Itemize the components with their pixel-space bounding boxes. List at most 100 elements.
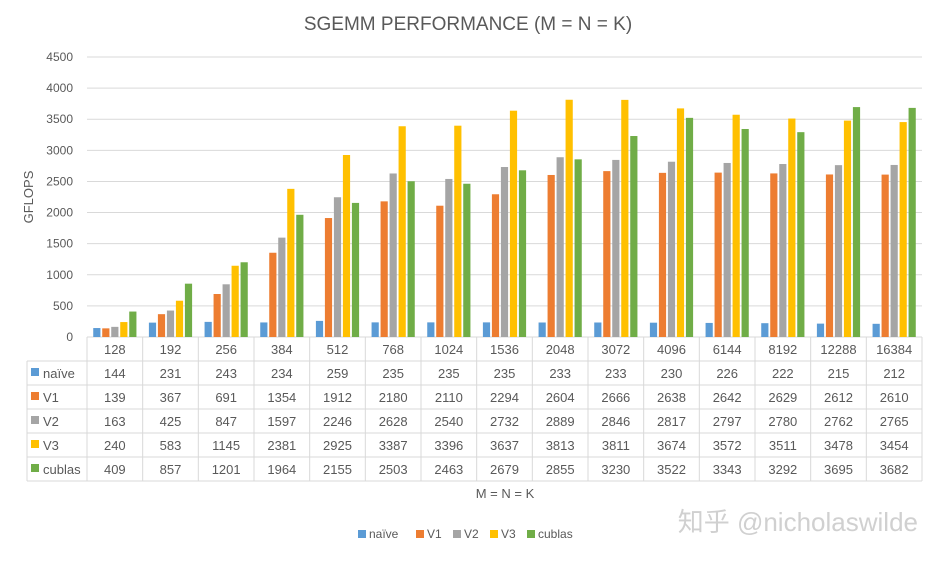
bar-v1 [102, 328, 110, 337]
x-tick-label: 8192 [768, 342, 797, 357]
bar-v2 [779, 164, 787, 337]
table-cell: 3811 [602, 438, 630, 453]
bar-nave [816, 323, 825, 337]
table-cell: 3674 [657, 438, 686, 453]
bar-cublas [407, 181, 415, 337]
table-cell: 2294 [490, 390, 519, 405]
y-tick-label: 4000 [46, 81, 73, 95]
bar-cublas [797, 132, 805, 337]
bar-v2 [890, 164, 898, 337]
bar-v3 [676, 108, 685, 337]
table-cell: 2604 [546, 390, 575, 405]
bar-v1 [714, 172, 722, 337]
table-cell: 2762 [824, 414, 853, 429]
bar-cublas [351, 202, 360, 337]
table-cell: 3396 [434, 438, 463, 453]
bar-cublas [129, 311, 137, 337]
table-cell: 857 [160, 462, 182, 477]
x-tick-label: 128 [104, 342, 126, 357]
table-cell: 215 [828, 366, 850, 381]
bar-v1 [658, 172, 667, 337]
table-row-label: V3 [43, 438, 59, 453]
bar-nave [761, 323, 769, 337]
bar-nave [148, 322, 157, 337]
table-cell: 1201 [212, 462, 241, 477]
table-cell: 2155 [323, 462, 352, 477]
table-cell: 2381 [267, 438, 296, 453]
legend-key [358, 530, 366, 538]
table-cell: 583 [160, 438, 182, 453]
bar-nave [482, 322, 491, 337]
bar-v2 [111, 326, 119, 337]
bar-v2 [612, 159, 620, 337]
bar-v3 [120, 322, 128, 337]
table-cell: 234 [271, 366, 293, 381]
table-cell: 2629 [768, 390, 797, 405]
table-cell: 2780 [768, 414, 797, 429]
bar-v1 [603, 171, 611, 337]
bar-nave [872, 323, 880, 337]
x-tick-label: 3072 [601, 342, 630, 357]
table-cell: 235 [382, 366, 404, 381]
table-cell: 1597 [267, 414, 296, 429]
table-cell: 230 [661, 366, 683, 381]
y-tick-label: 4500 [46, 50, 73, 64]
bar-v3 [398, 126, 406, 338]
y-tick-label: 500 [53, 299, 73, 313]
bar-cublas [463, 183, 471, 337]
bar-v1 [324, 218, 333, 337]
bar-v3 [231, 265, 239, 337]
table-legend-key [31, 368, 39, 376]
table-cell: 2765 [880, 414, 909, 429]
bar-cublas [630, 136, 638, 337]
table-cell: 3292 [768, 462, 797, 477]
y-axis-label: GFLOPS [21, 170, 36, 223]
bar-v2 [222, 284, 230, 337]
table-cell: 691 [215, 390, 237, 405]
legend-label: V2 [464, 527, 479, 541]
table-cell: 233 [605, 366, 627, 381]
table-row-label: V2 [43, 414, 59, 429]
legend-key [416, 530, 424, 538]
bar-v1 [269, 252, 277, 337]
x-tick-label: 768 [382, 342, 404, 357]
table-cell: 3478 [824, 438, 853, 453]
table-cell: 2540 [434, 414, 463, 429]
table-cell: 2855 [546, 462, 575, 477]
table-cell: 3387 [379, 438, 408, 453]
bar-v2 [556, 157, 564, 337]
bar-cublas [908, 107, 916, 337]
x-tick-label: 1024 [434, 342, 463, 357]
table-cell: 139 [104, 390, 126, 405]
table-legend-key [31, 440, 39, 448]
table-cell: 3522 [657, 462, 686, 477]
x-tick-label: 256 [215, 342, 237, 357]
bar-v1 [380, 201, 388, 337]
bar-v2 [723, 162, 731, 337]
bar-cublas [685, 117, 694, 337]
bar-v1 [881, 174, 889, 337]
legend-label: V1 [427, 527, 442, 541]
y-tick-label: 2000 [46, 206, 73, 220]
table-cell: 226 [716, 366, 738, 381]
bar-v2 [166, 310, 175, 337]
y-tick-label: 2500 [46, 174, 73, 188]
chart-title: SGEMM PERFORMANCE (M = N = K) [304, 14, 632, 35]
bar-v2 [445, 178, 453, 337]
x-axis-label: M = N = K [476, 486, 535, 501]
bar-v3 [788, 118, 796, 337]
table-legend-key [31, 464, 39, 472]
table-cell: 2732 [490, 414, 519, 429]
bar-nave [315, 320, 324, 337]
legend-label: V3 [501, 527, 516, 541]
watermark: 知乎 @nicholaswilde [678, 507, 918, 537]
bar-cublas [184, 283, 193, 337]
table-cell: 3572 [713, 438, 742, 453]
x-tick-label: 192 [160, 342, 182, 357]
bar-v3 [899, 122, 907, 337]
x-tick-label: 384 [271, 342, 293, 357]
x-tick-label: 12288 [820, 342, 856, 357]
table-cell: 2246 [323, 414, 352, 429]
bar-v3 [621, 99, 629, 337]
